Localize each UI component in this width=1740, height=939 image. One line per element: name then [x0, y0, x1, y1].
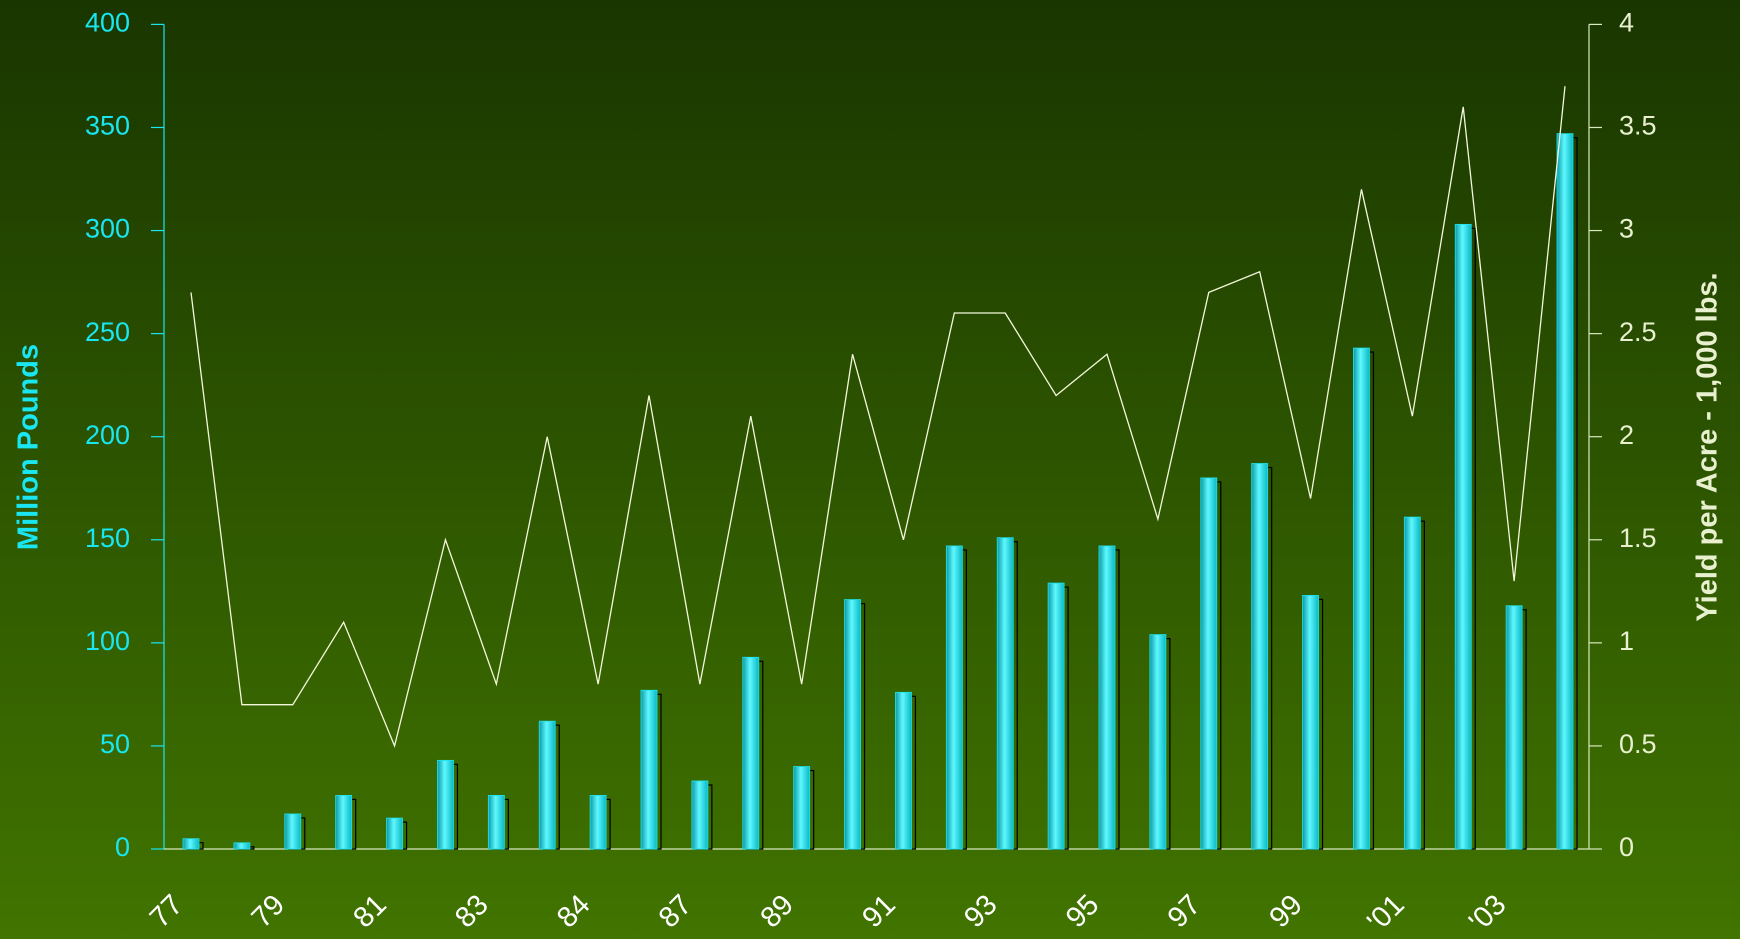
bar [589, 795, 607, 850]
bar [1403, 516, 1421, 850]
bar [945, 545, 963, 850]
y-axis-label: Million Pounds [13, 344, 45, 550]
y2-tick-label: 3.5 [1619, 111, 1657, 141]
y-tick-label: 150 [85, 523, 130, 553]
y2-tick-label: 2.5 [1619, 317, 1657, 347]
y-tick-label: 250 [85, 317, 130, 347]
bar [691, 780, 709, 850]
bar [538, 720, 556, 850]
y2-tick-label: 3 [1619, 214, 1634, 244]
bar [1556, 133, 1574, 850]
bar [1149, 634, 1167, 850]
y-tick-label: 400 [85, 8, 130, 38]
bar [1047, 582, 1065, 850]
y-tick-label: 300 [85, 214, 130, 244]
bar [1098, 545, 1116, 850]
bar [437, 759, 454, 850]
y2-tick-label: 4 [1619, 8, 1634, 38]
y2-tick-label: 1 [1619, 626, 1634, 656]
bar [182, 838, 200, 850]
bar [284, 813, 302, 850]
bar [1454, 223, 1472, 850]
y2-axis-label: Yield per Acre - 1,000 lbs. [1692, 272, 1724, 621]
y2-tick-label: 2 [1619, 420, 1634, 450]
bar [742, 656, 760, 850]
bar [1353, 347, 1370, 850]
bar [844, 599, 861, 850]
bar [335, 795, 353, 850]
bar [996, 537, 1014, 850]
y-tick-label: 100 [85, 626, 130, 656]
bar [1302, 595, 1319, 850]
bar [386, 817, 403, 850]
bar [793, 766, 811, 850]
bar [233, 842, 251, 850]
y2-tick-label: 0 [1619, 832, 1634, 862]
bar [1505, 605, 1523, 850]
line [190, 86, 1566, 749]
bar [895, 691, 912, 850]
y-tick-label: 200 [85, 420, 130, 450]
y2-tick-label: 1.5 [1619, 523, 1657, 553]
y-tick-label: 50 [100, 729, 130, 759]
y-tick-label: 0 [115, 832, 130, 862]
bar [487, 795, 505, 850]
bar [1251, 463, 1269, 850]
y2-tick-label: 0.5 [1619, 729, 1657, 759]
bar [640, 689, 658, 850]
y-tick-label: 350 [85, 111, 130, 141]
bar [1200, 477, 1218, 850]
